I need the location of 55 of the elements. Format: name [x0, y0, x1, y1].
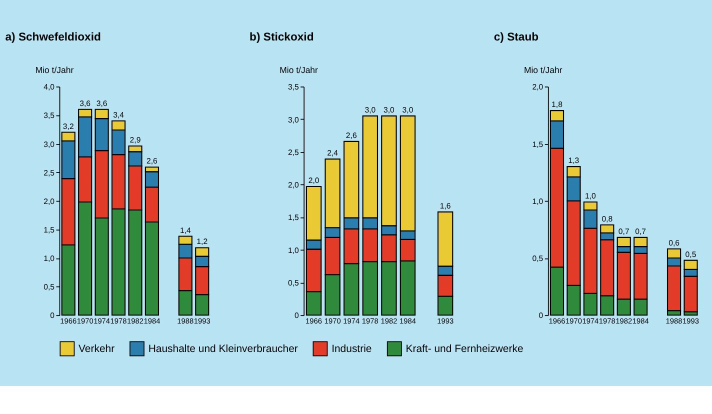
y-tick-label: 4,0: [44, 82, 56, 92]
chart-title: a) Schwefeldioxid: [5, 31, 101, 44]
y-tick-label: 2,5: [44, 168, 56, 178]
y-tick-label: 3,5: [288, 82, 300, 92]
y-axis-title: Mio t/Jahr: [524, 65, 562, 76]
y-tick-label: 3,0: [44, 140, 56, 149]
total-label: 3,6: [96, 98, 108, 108]
total-label: 2,9: [130, 135, 141, 144]
y-tick-label: 2,5: [288, 148, 300, 157]
y-tick-label: 1,5: [44, 225, 56, 234]
y-tick-label: 0,5: [288, 278, 300, 288]
y-tick-label: 2,0: [288, 180, 300, 190]
y-tick-label: 2,0: [44, 196, 56, 206]
total-label: 3,4: [113, 110, 125, 120]
y-tick-label: 0: [538, 311, 544, 320]
total-label: 1,2: [196, 237, 208, 246]
y-tick-label: 1,0: [532, 196, 544, 206]
y-tick-label: 1,0: [44, 254, 56, 264]
chart-title: b) Stickoxid: [250, 31, 314, 44]
y-tick-label: 3,0: [288, 115, 300, 124]
total-label: 0,8: [602, 214, 614, 224]
total-label: 1,4: [180, 226, 192, 235]
y-tick-label: 0: [294, 311, 300, 320]
total-label: 3,0: [364, 105, 376, 114]
total-label: 0,6: [668, 238, 680, 248]
total-label: 0,5: [685, 250, 697, 259]
y-tick-label: 0,5: [44, 282, 56, 292]
total-label: 0,7: [618, 226, 630, 236]
total-label: 1,8: [552, 100, 564, 110]
total-label: 2,0: [308, 176, 320, 185]
total-label: 1,6: [440, 201, 452, 210]
legend-label: Verkehr: [78, 344, 116, 356]
y-tick-label: 0,5: [532, 254, 544, 264]
total-label: 3,0: [384, 105, 396, 114]
legend-label: Kraft- und Fernheizwerke: [406, 344, 524, 356]
total-label: 2,6: [146, 156, 158, 166]
total-label: 1,3: [568, 156, 580, 166]
y-axis-title: Mio t/Jahr: [280, 65, 318, 76]
total-label: 0,7: [635, 226, 646, 236]
total-label: 2,4: [327, 148, 339, 158]
y-tick-label: 2,0: [532, 82, 544, 92]
y-tick-label: 1,5: [288, 213, 300, 222]
y-axis-title: Mio t/Jahr: [35, 65, 74, 76]
legend-label: Haushalte und Kleinverbraucher: [148, 344, 298, 356]
chart-title: c) Staub: [494, 31, 539, 44]
total-label: 1,0: [584, 192, 597, 201]
y-tick-label: 3,5: [44, 111, 56, 120]
total-label: 3,0: [402, 105, 414, 114]
y-tick-label: 0: [50, 311, 56, 320]
y-tick-label: 1,0: [288, 246, 300, 255]
total-label: 3,6: [80, 98, 92, 108]
total-label: 3,2: [62, 122, 74, 131]
total-label: 2,6: [346, 130, 358, 140]
y-tick-label: 1,5: [532, 140, 544, 149]
legend-label: Industrie: [332, 344, 372, 356]
